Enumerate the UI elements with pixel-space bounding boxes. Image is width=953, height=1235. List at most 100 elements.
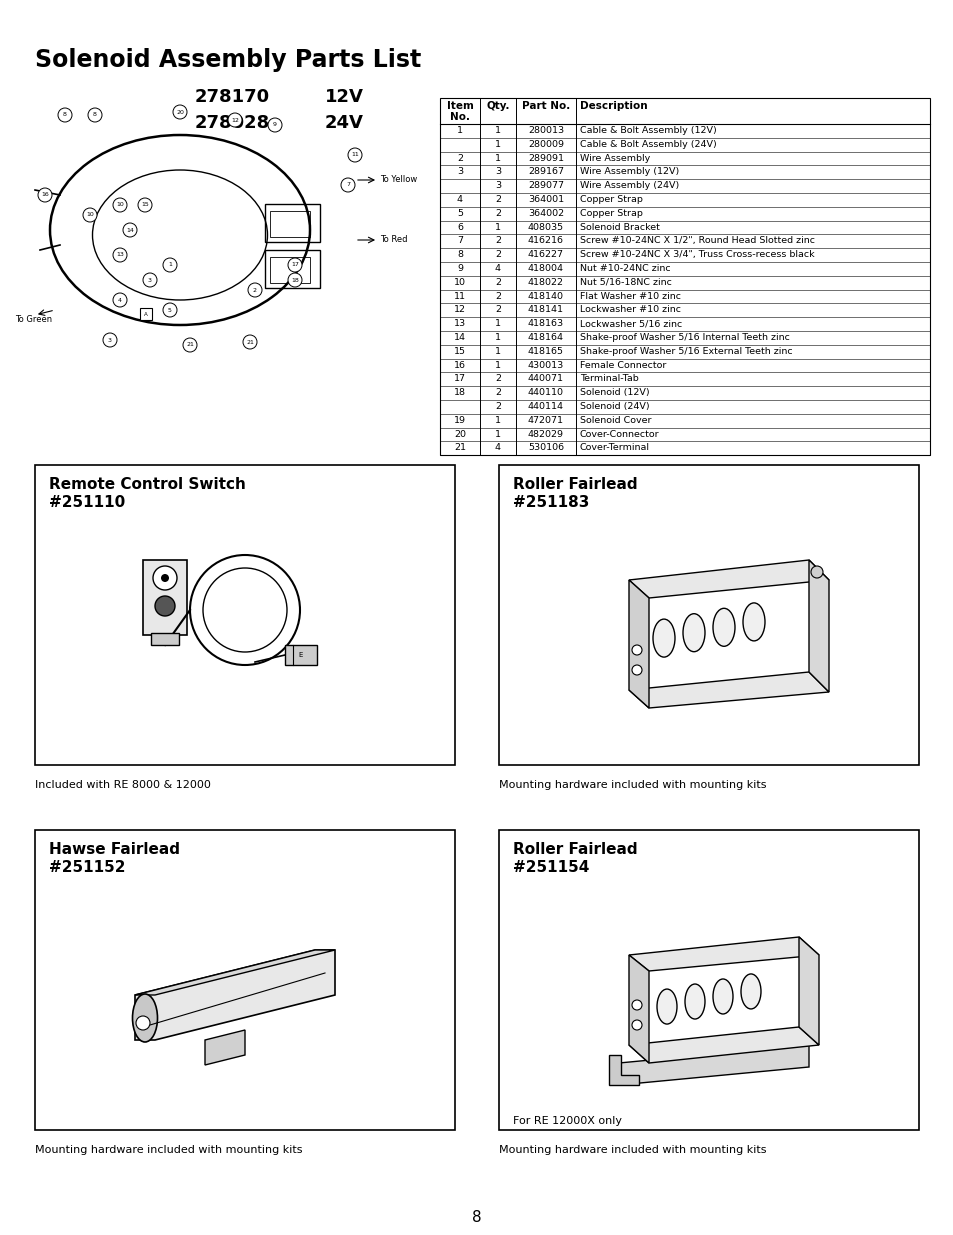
Text: Part No.: Part No.: [521, 101, 570, 111]
Circle shape: [123, 224, 137, 237]
Polygon shape: [618, 1045, 808, 1086]
Text: 18: 18: [454, 388, 465, 398]
Bar: [265, 204, 319, 242]
Text: 1: 1: [495, 140, 500, 148]
Text: 472071: 472071: [527, 416, 563, 425]
Text: Lockwasher #10 zinc: Lockwasher #10 zinc: [579, 305, 680, 315]
Circle shape: [243, 335, 256, 350]
Polygon shape: [628, 937, 818, 971]
Text: 1: 1: [495, 361, 500, 369]
Text: 440110: 440110: [527, 388, 563, 398]
Text: 12: 12: [454, 305, 465, 315]
Text: 2: 2: [495, 291, 500, 300]
Text: 15: 15: [454, 347, 465, 356]
Polygon shape: [135, 950, 335, 1040]
Text: Cable & Bolt Assembly (24V): Cable & Bolt Assembly (24V): [579, 140, 716, 148]
Circle shape: [631, 1020, 641, 1030]
Text: To Yellow: To Yellow: [379, 175, 416, 184]
Text: 10: 10: [86, 212, 93, 217]
Text: 364002: 364002: [527, 209, 563, 217]
Text: 2: 2: [495, 388, 500, 398]
Text: 1: 1: [495, 333, 500, 342]
Ellipse shape: [684, 984, 704, 1019]
Circle shape: [83, 207, 97, 222]
Bar: [498, 830, 918, 1130]
Text: 289091: 289091: [527, 153, 563, 163]
Text: 418022: 418022: [527, 278, 563, 287]
Text: 440071: 440071: [527, 374, 563, 383]
Text: #251152: #251152: [49, 860, 126, 876]
Text: Terminal-Tab: Terminal-Tab: [579, 374, 639, 383]
Text: Wire Assembly (24V): Wire Assembly (24V): [579, 182, 679, 190]
Text: Solenoid Bracket: Solenoid Bracket: [579, 222, 659, 232]
Text: 2: 2: [495, 374, 500, 383]
Ellipse shape: [682, 614, 704, 652]
Circle shape: [58, 107, 71, 122]
Text: 4: 4: [456, 195, 462, 204]
Bar: [151, 634, 179, 645]
Ellipse shape: [742, 603, 764, 641]
Text: 3: 3: [108, 337, 112, 342]
Circle shape: [112, 293, 127, 308]
Text: 19: 19: [454, 416, 465, 425]
Text: 8: 8: [63, 112, 67, 117]
Text: 3: 3: [495, 182, 500, 190]
Text: Solenoid Assembly Parts List: Solenoid Assembly Parts List: [35, 48, 421, 72]
Text: 17: 17: [454, 374, 465, 383]
Bar: [140, 308, 152, 320]
Text: Screw #10-24NC X 1/2", Round Head Slotted zinc: Screw #10-24NC X 1/2", Round Head Slotte…: [579, 236, 814, 246]
Text: 1: 1: [495, 153, 500, 163]
Text: Remote Control Switch: Remote Control Switch: [49, 477, 246, 492]
Text: Solenoid (24V): Solenoid (24V): [579, 403, 649, 411]
Text: 364001: 364001: [527, 195, 563, 204]
Text: 9: 9: [273, 122, 276, 127]
Circle shape: [248, 283, 262, 296]
Polygon shape: [628, 672, 828, 708]
Circle shape: [288, 273, 302, 287]
Text: 16: 16: [454, 361, 465, 369]
Circle shape: [631, 1000, 641, 1010]
Text: For RE 12000X only: For RE 12000X only: [513, 1116, 621, 1126]
Text: 280009: 280009: [527, 140, 563, 148]
Text: 10: 10: [116, 203, 124, 207]
Text: A: A: [144, 311, 148, 316]
Text: 7: 7: [346, 183, 350, 188]
Text: 14: 14: [126, 227, 133, 232]
Text: 8: 8: [93, 112, 97, 117]
Text: 5: 5: [456, 209, 462, 217]
Circle shape: [152, 566, 177, 590]
Text: 8: 8: [472, 1210, 481, 1225]
Text: 21: 21: [186, 342, 193, 347]
Polygon shape: [808, 559, 828, 692]
Polygon shape: [628, 580, 648, 708]
Circle shape: [38, 188, 52, 203]
Circle shape: [112, 248, 127, 262]
Bar: [265, 249, 319, 288]
Text: Included with RE 8000 & 12000: Included with RE 8000 & 12000: [35, 781, 211, 790]
Text: 418004: 418004: [527, 264, 563, 273]
Bar: [143, 559, 187, 635]
Text: 418163: 418163: [527, 319, 563, 329]
Text: 24V: 24V: [325, 114, 363, 132]
Text: 2: 2: [495, 251, 500, 259]
Text: 1: 1: [495, 222, 500, 232]
Text: 4: 4: [495, 264, 500, 273]
Text: 278028: 278028: [194, 114, 270, 132]
Text: 13: 13: [116, 252, 124, 258]
Text: Copper Strap: Copper Strap: [579, 195, 642, 204]
Polygon shape: [628, 559, 828, 598]
Text: 530106: 530106: [527, 443, 563, 452]
Bar: [285, 645, 316, 664]
Text: 416227: 416227: [527, 251, 563, 259]
Circle shape: [143, 273, 157, 287]
Text: #251110: #251110: [49, 495, 125, 510]
Text: 2: 2: [495, 403, 500, 411]
Text: Lockwasher 5/16 zinc: Lockwasher 5/16 zinc: [579, 319, 681, 329]
Text: Nut #10-24NC zinc: Nut #10-24NC zinc: [579, 264, 670, 273]
Circle shape: [161, 574, 169, 582]
Text: 18: 18: [291, 278, 298, 283]
Polygon shape: [628, 1028, 818, 1063]
Text: 408035: 408035: [527, 222, 563, 232]
Text: Cover-Connector: Cover-Connector: [579, 430, 659, 438]
Polygon shape: [608, 1055, 639, 1086]
